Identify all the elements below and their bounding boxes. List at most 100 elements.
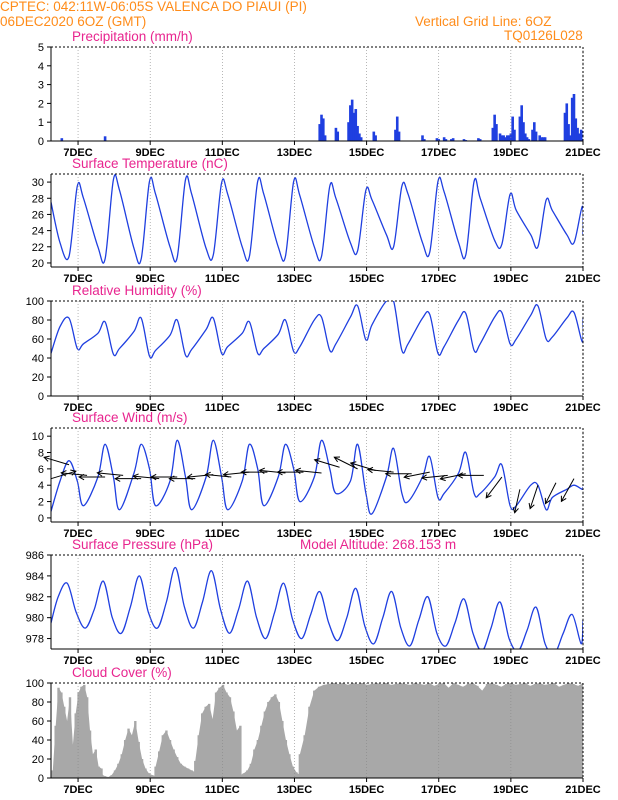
panel-title-pressure: Surface Pressure (hPa) xyxy=(72,537,213,552)
precip-bar xyxy=(527,139,531,141)
x-tick-label: 13DEC xyxy=(277,402,313,414)
x-tick-label: 13DEC xyxy=(277,147,313,159)
wind-vector xyxy=(485,476,503,499)
precip-bar xyxy=(435,138,439,141)
precip-bar xyxy=(534,131,538,141)
precip-bar xyxy=(103,136,107,141)
panel-wind: 0 2 4 6 8 10 7DEC 9DEC 11DEC 13DEC 15DEC 17DEC 19DEC… xyxy=(32,410,601,540)
x-tick-label: 7DEC xyxy=(63,528,92,540)
y-tick-label: 30 xyxy=(32,177,44,189)
precip-bar xyxy=(572,94,576,141)
x-tick-label: 15DEC xyxy=(349,402,385,414)
wind-vector-head xyxy=(420,474,428,481)
wind-vector-head xyxy=(366,466,374,474)
x-tick-label: 13DEC xyxy=(277,528,313,540)
wind-vector-head xyxy=(186,473,193,480)
precip-bar xyxy=(478,139,482,141)
y-tick-label: 0 xyxy=(38,513,44,525)
precip-bar xyxy=(542,137,545,141)
precip-bar xyxy=(347,122,350,141)
x-tick-label: 19DEC xyxy=(493,273,529,285)
wind-vector-head xyxy=(544,497,551,505)
wind-vector-head xyxy=(528,502,535,510)
precip-bar xyxy=(356,125,359,141)
x-tick-label: 21DEC xyxy=(565,784,601,796)
wind-vector-head xyxy=(439,474,446,482)
y-tick-label: 22 xyxy=(32,242,44,254)
x-tick-label: 11DEC xyxy=(205,655,240,667)
plot-area-precip xyxy=(60,94,583,141)
precip-bar xyxy=(352,112,356,141)
y-tick-label: 24 xyxy=(32,226,44,238)
wind-vector-head xyxy=(349,461,357,468)
precip-bar xyxy=(574,118,578,141)
plot-area-humidity xyxy=(51,301,583,359)
x-tick-label: 19DEC xyxy=(493,528,529,540)
y-tick-label: 978 xyxy=(26,634,44,646)
precip-bar xyxy=(320,114,323,141)
precip-bar xyxy=(525,137,529,141)
wind-vector-head xyxy=(114,475,121,482)
wind-vector-head xyxy=(258,467,266,475)
x-tick-label: 19DEC xyxy=(493,147,529,159)
panel-title-cloud: Cloud Cover (%) xyxy=(72,665,172,680)
precip-bar xyxy=(336,131,340,141)
precip-bar xyxy=(359,137,363,141)
wind-vector-head xyxy=(485,492,492,499)
precip-bar xyxy=(511,116,514,141)
wind-vector-head xyxy=(168,475,175,482)
panel-title-wind: Surface Wind (m/s) xyxy=(72,410,188,425)
precip-bar xyxy=(563,112,567,141)
panel-subtitle-pressure: Model Altitude: 268.153 m xyxy=(300,537,456,552)
y-tick-label: 40 xyxy=(32,353,44,365)
panel-humidity: 0 20 40 60 80 100 7DEC 9DEC 11DEC 13DEC 15DEC 17DEC… xyxy=(26,283,601,414)
wind-vector-head xyxy=(456,472,464,479)
precip-bar xyxy=(322,118,325,141)
wind-vector-head xyxy=(43,455,50,462)
wind-vector xyxy=(43,456,70,466)
precip-bar xyxy=(570,97,574,141)
panel-pressure: 978 980 982 984 986 7DEC 9DEC 11DEC 13DEC 15DEC 17… xyxy=(26,537,601,667)
precip-bar xyxy=(451,138,455,141)
wind-vector-head xyxy=(150,473,157,481)
precip-bar xyxy=(543,137,547,141)
y-tick-label: 40 xyxy=(32,735,44,747)
y-tick-label: 986 xyxy=(26,550,44,562)
y-tick-label: 100 xyxy=(26,678,44,690)
series-line-temperature xyxy=(51,174,583,265)
x-tick-label: 17DEC xyxy=(421,655,457,667)
wind-vector-head xyxy=(204,471,211,479)
wind-vector-head xyxy=(384,470,391,477)
wind-vector-head xyxy=(313,458,321,465)
series-line-pressure xyxy=(51,566,583,649)
precip-bar xyxy=(318,124,322,141)
wind-vector xyxy=(334,456,358,470)
series-line-wind xyxy=(51,439,583,515)
x-tick-label: 11DEC xyxy=(205,147,240,159)
y-tick-label: 20 xyxy=(32,754,44,766)
x-tick-label: 13DEC xyxy=(277,784,313,796)
precip-bar xyxy=(500,135,504,141)
plot-area-pressure xyxy=(51,566,583,649)
x-tick-label: 9DEC xyxy=(136,273,165,285)
wind-vector xyxy=(440,473,466,480)
x-tick-label: 7DEC xyxy=(63,655,92,667)
x-tick-label: 19DEC xyxy=(493,402,529,414)
precip-bar xyxy=(358,133,361,141)
cloud-area xyxy=(299,683,583,778)
y-tick-label: 0 xyxy=(38,773,44,785)
precip-bar xyxy=(60,138,64,141)
precip-bar xyxy=(533,122,536,141)
precip-bar xyxy=(323,135,327,141)
precip-bar xyxy=(523,133,527,141)
panel-precip: 0 1 2 3 4 5 7DEC 9DEC 11DEC 13DEC 15DEC 17DEC 19DEC 2… xyxy=(38,29,601,159)
precip-bar xyxy=(442,137,446,141)
wind-vector-head xyxy=(132,473,139,480)
precip-bar xyxy=(493,114,496,141)
precip-bar xyxy=(505,135,509,141)
y-tick-label: 80 xyxy=(32,315,44,327)
precip-bar xyxy=(522,122,525,141)
precip-bar xyxy=(462,139,466,141)
precip-bar xyxy=(444,139,448,141)
grid-line-label: Vertical Grid Line: 6OZ xyxy=(415,14,552,29)
